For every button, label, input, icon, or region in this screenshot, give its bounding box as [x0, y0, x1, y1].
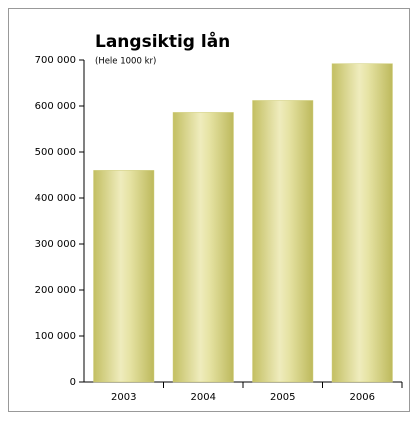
y-tick-label: 300 000	[35, 239, 76, 250]
y-tick-label: 100 000	[35, 331, 76, 342]
x-tick-label: 2004	[191, 392, 216, 403]
bar	[93, 170, 155, 383]
x-tick-label: 2005	[270, 392, 295, 403]
y-tick-label: 0	[70, 377, 76, 388]
y-tick-label: 600 000	[35, 101, 76, 112]
y-tick-label: 500 000	[35, 147, 76, 158]
x-tick-label: 2006	[350, 392, 375, 403]
y-tick-label: 700 000	[35, 55, 76, 66]
x-tick-label: 2003	[111, 392, 136, 403]
frame	[8, 8, 410, 412]
bar	[252, 100, 314, 383]
bar	[172, 112, 234, 383]
y-tick-label: 400 000	[35, 193, 76, 204]
chart-subtitle: (Hele 1000 kr)	[95, 57, 156, 67]
y-tick-label: 200 000	[35, 285, 76, 296]
chart-title: Langsiktig lån	[95, 30, 230, 52]
bar	[331, 63, 393, 383]
